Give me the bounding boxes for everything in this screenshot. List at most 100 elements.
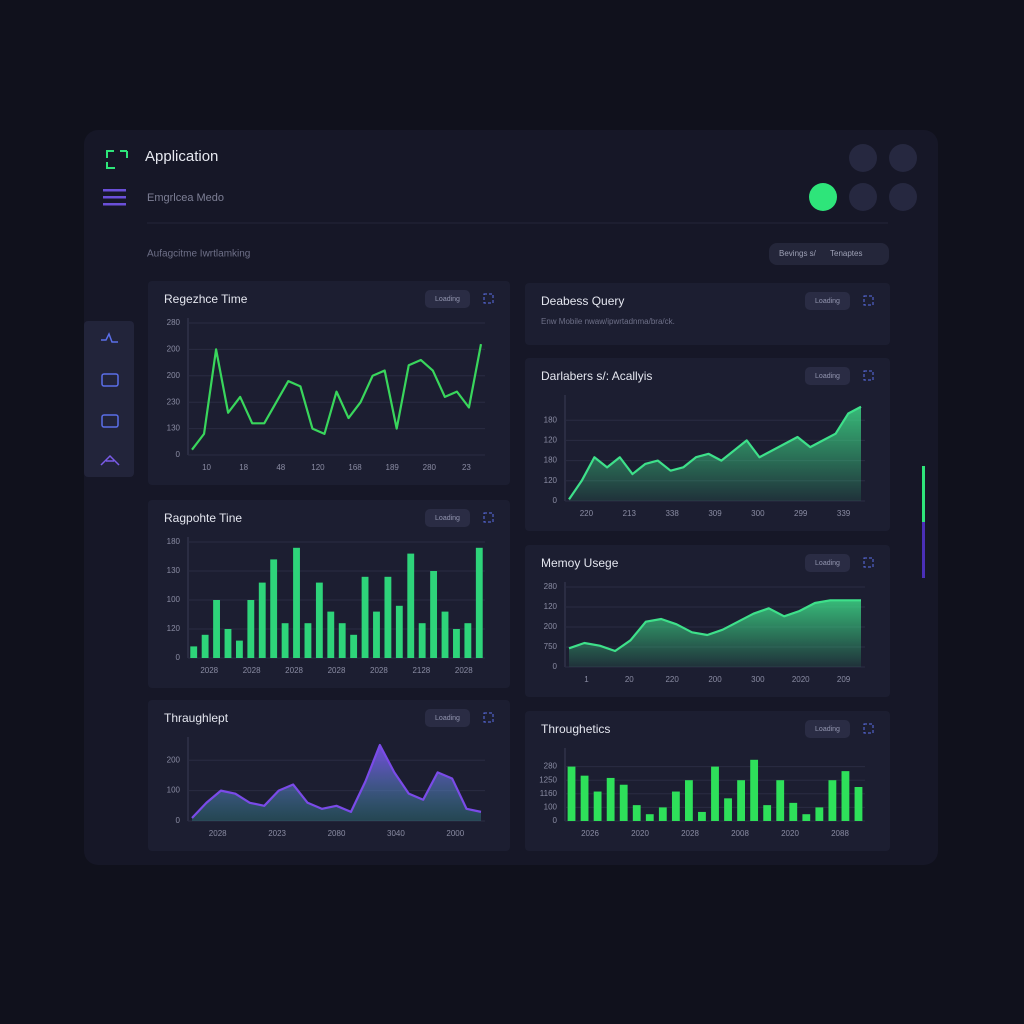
panel-button-text: Loading (435, 715, 460, 722)
sidebar (84, 321, 134, 477)
x-tick-label: 3040 (387, 829, 405, 838)
panel-icon[interactable] (863, 295, 874, 306)
x-tick-label: 2028 (200, 666, 218, 675)
sidebar-icon[interactable] (100, 454, 120, 466)
bar (580, 775, 589, 821)
bar (270, 559, 278, 658)
x-tick-label: 339 (837, 509, 851, 518)
bar (658, 807, 667, 821)
x-tick-label: 220 (665, 675, 679, 684)
x-tick-label: 168 (348, 463, 362, 472)
panel-icon[interactable] (483, 293, 494, 304)
y-tick-label: 750 (544, 642, 558, 651)
x-tick-label: 300 (751, 509, 765, 518)
panel-icon[interactable] (863, 723, 874, 734)
bar (315, 582, 323, 658)
x-tick-label: 280 (423, 463, 437, 472)
y-tick-label: 200 (167, 371, 181, 380)
x-tick-label: 20 (625, 675, 634, 684)
x-tick-label: 2008 (731, 829, 749, 838)
x-tick-label: 23 (462, 463, 471, 472)
panel-button[interactable] (805, 720, 850, 738)
panel-button[interactable] (425, 709, 470, 727)
x-tick-label: 2088 (831, 829, 849, 838)
sidebar-icon[interactable] (101, 414, 119, 428)
icon-button[interactable] (889, 183, 917, 211)
x-tick-label: 200 (708, 675, 722, 684)
x-tick-label: 2026 (581, 829, 599, 838)
panel-button[interactable] (805, 367, 850, 385)
sidebar-icon[interactable] (101, 332, 118, 343)
bar (293, 547, 300, 658)
bar (475, 547, 483, 658)
panel-button-text: Loading (435, 296, 460, 303)
bar (190, 646, 198, 658)
panel-title: Thraughlept (164, 711, 229, 725)
icon-button[interactable] (849, 183, 877, 211)
panel-button[interactable] (425, 509, 470, 527)
y-tick-label: 120 (544, 602, 558, 611)
area (569, 406, 861, 501)
y-tick-label: 120 (544, 476, 558, 485)
y-tick-label: 180 (167, 537, 181, 546)
panel-button[interactable] (805, 554, 850, 572)
x-tick-label: 2080 (328, 829, 346, 838)
area (569, 600, 861, 667)
bar (361, 576, 369, 658)
bar (453, 629, 460, 658)
bar (213, 600, 220, 658)
x-tick-label: 2028 (681, 829, 699, 838)
bar (711, 766, 719, 821)
menu-icon[interactable] (103, 189, 126, 206)
panel-icon[interactable] (863, 370, 874, 381)
x-tick-label: 48 (276, 463, 285, 472)
panel (148, 281, 510, 485)
panel-title: Throughetics (541, 722, 610, 736)
sidebar-icon[interactable] (101, 373, 119, 387)
bar (201, 634, 209, 658)
y-tick-label: 200 (544, 622, 558, 631)
panel-button[interactable] (425, 290, 470, 308)
y-tick-label: 0 (176, 653, 181, 662)
scrollbar[interactable] (922, 466, 925, 522)
icon-button[interactable] (849, 144, 877, 172)
logo (106, 150, 128, 169)
panel-icon[interactable] (863, 557, 874, 568)
y-tick-label: 200 (167, 755, 181, 764)
y-tick-label: 0 (176, 450, 181, 459)
bar (384, 576, 392, 658)
panel-button-text: Loading (815, 726, 840, 733)
y-tick-label: 280 (544, 582, 558, 591)
bar (464, 623, 472, 658)
x-tick-label: 2028 (455, 666, 473, 675)
panel-title: Ragpohte Tine (164, 511, 242, 525)
line (191, 743, 482, 819)
dropdown[interactable] (769, 243, 889, 265)
line (191, 343, 483, 451)
scrollbar[interactable] (922, 522, 925, 578)
bar (828, 780, 837, 821)
bar (395, 605, 403, 658)
app-title: Application (145, 148, 218, 165)
bar (750, 759, 759, 821)
panel-title: Memoy Usege (541, 556, 619, 570)
x-tick-label: 309 (708, 509, 722, 518)
icon-button[interactable] (809, 183, 837, 211)
dropdown-text: Tenaptes (830, 249, 862, 258)
panel-icon[interactable] (483, 712, 494, 723)
line (568, 405, 862, 500)
icon-button[interactable] (889, 144, 917, 172)
x-tick-label: 1 (584, 675, 589, 684)
bar (304, 623, 312, 658)
x-tick-label: 2028 (328, 666, 346, 675)
x-tick-label: 2023 (268, 829, 286, 838)
y-tick-label: 0 (176, 816, 181, 825)
bar (247, 600, 255, 658)
panel-button[interactable] (805, 292, 850, 310)
bar (645, 814, 654, 821)
panel-icon[interactable] (483, 512, 494, 523)
bar (724, 798, 732, 821)
line (568, 599, 861, 653)
x-tick-label: 209 (837, 675, 851, 684)
